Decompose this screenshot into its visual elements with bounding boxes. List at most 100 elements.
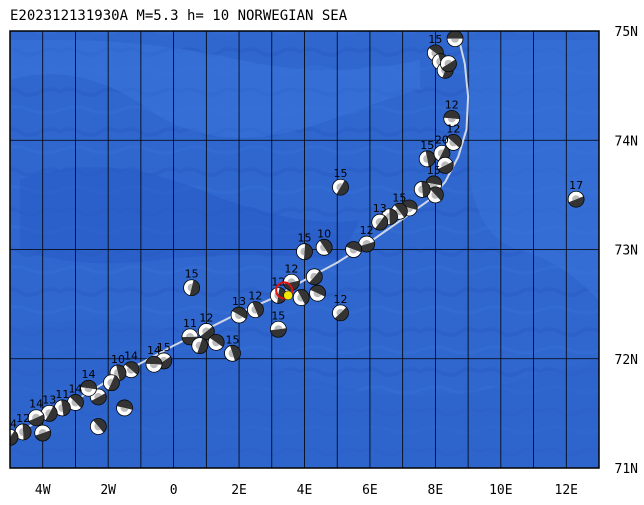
event-beachball[interactable]: 14 — [27, 398, 45, 427]
event-beachball[interactable]: 12 — [443, 98, 461, 127]
event-beachball[interactable]: 15 — [332, 167, 349, 196]
event-beachball[interactable]: 14 — [2, 417, 19, 446]
event-beachball[interactable]: 13 — [230, 295, 248, 324]
event-beachball[interactable] — [345, 241, 362, 258]
event-depth-label: 12 — [248, 290, 262, 303]
event-depth-label: 15 — [427, 164, 441, 177]
event-beachball[interactable]: 12 — [332, 293, 349, 322]
event-beachball[interactable]: 14 — [446, 19, 464, 48]
event-beachball[interactable] — [103, 374, 120, 392]
event-beachball[interactable]: 12 — [247, 290, 264, 318]
event-beachball[interactable] — [413, 181, 431, 198]
seafloor-shade-west — [10, 40, 424, 138]
event-beachball[interactable]: 15 — [296, 232, 313, 261]
event-beachball[interactable] — [207, 333, 225, 351]
event-beachball[interactable]: 14 — [80, 368, 97, 397]
latitude-tick-label: 75N — [615, 25, 638, 40]
longitude-tick-label: 10E — [489, 483, 512, 498]
event-depth-label: 15 — [157, 341, 171, 354]
event-beachball[interactable] — [116, 399, 133, 417]
axis-ticks: 4W 2W 0 2E 4E 6E 8E 10E 12E 75N 74N 73N 72N 71N — [35, 25, 638, 498]
latitude-tick-label: 71N — [615, 462, 638, 477]
event-depth-label: 13 — [232, 295, 246, 308]
event-depth-label: 13 — [373, 202, 387, 215]
event-beachball[interactable] — [34, 424, 52, 442]
event-depth-label: 12 — [199, 311, 213, 324]
map-border — [9, 30, 600, 469]
event-depth-label: 12 — [446, 122, 460, 135]
event-depth-label: 14 — [68, 382, 82, 395]
event-beachball[interactable]: 15 — [418, 139, 436, 168]
event-beachball[interactable]: 12 — [283, 262, 300, 291]
event-depth-label: 12 — [445, 98, 459, 111]
event-depth-label: 14 — [147, 344, 161, 357]
event-depth-label: 14 — [82, 368, 96, 381]
event-depth-label: 14 — [448, 19, 462, 32]
mainshock-ring — [275, 281, 294, 300]
longitude-tick-label: 0 — [170, 483, 178, 498]
event-beachball[interactable]: 12 — [269, 275, 287, 304]
event-beachball[interactable]: 13 — [40, 393, 58, 422]
event-depth-label: 12 — [360, 224, 374, 237]
event-beachball[interactable] — [440, 55, 457, 73]
event-beachball[interactable]: 10 — [315, 227, 333, 256]
longitude-tick-label: 2W — [100, 483, 116, 498]
event-depth-label: 12 — [333, 293, 347, 306]
event-depth-label: 13 — [42, 393, 56, 406]
event-beachball[interactable]: 15 — [269, 309, 287, 338]
event-beachball[interactable]: 12 — [358, 224, 376, 253]
event-depth-label: 14 — [3, 417, 17, 430]
event-depth-label: 12 — [284, 262, 298, 275]
event-beachball[interactable] — [191, 337, 209, 355]
event-depth-label: 11 — [183, 317, 197, 330]
latitude-tick-label: 72N — [615, 353, 638, 368]
event-beachball[interactable]: 17 — [567, 179, 585, 208]
event-depth-label: 12 — [271, 275, 285, 288]
event-beachball[interactable] — [292, 289, 310, 306]
event-depth-label: 15 — [420, 139, 434, 152]
event-depth-label: 15 — [226, 333, 240, 346]
event-depth-label: 20 — [435, 133, 449, 146]
event-beachball[interactable]: 14 — [145, 344, 163, 373]
event-depth-label: 15 — [392, 191, 406, 204]
event-beachball[interactable]: 20 — [433, 133, 451, 162]
event-depth-label: 15 — [271, 309, 285, 322]
map-title: E202312131930A M=5.3 h= 10 NORWEGIAN SEA — [10, 8, 348, 24]
event-beachball[interactable]: 15 — [224, 333, 241, 362]
event-beachball[interactable]: 13 — [371, 202, 389, 231]
event-depth-label: 15 — [185, 268, 199, 281]
event-beachball[interactable] — [426, 186, 444, 204]
event-beachball[interactable] — [436, 156, 454, 174]
event-depth-label: 14 — [29, 398, 43, 411]
event-beachball[interactable]: 14 — [67, 382, 84, 411]
event-depth-label: 10 — [111, 353, 125, 366]
event-beachball[interactable]: 11 — [53, 388, 71, 417]
seafloor-shade-mid — [20, 167, 360, 264]
event-depth-label: 10 — [317, 227, 331, 240]
longitude-tick-label: 4W — [35, 483, 51, 498]
event-depth-label: 15 — [428, 33, 442, 46]
longitude-tick-label: 8E — [428, 483, 444, 498]
seafloor-shade-east — [470, 40, 599, 300]
latitude-tick-label: 73N — [615, 244, 638, 259]
event-depth-label: 12 — [16, 412, 30, 425]
longitude-tick-label: 2E — [231, 483, 247, 498]
mainshock-epicenter-dot[interactable] — [283, 290, 293, 301]
event-beachball[interactable]: 14 — [122, 350, 140, 379]
event-depth-label: 14 — [124, 350, 138, 363]
event-depth-label: 15 — [298, 232, 312, 245]
event-beachball[interactable] — [305, 268, 323, 286]
mainshock-marker — [275, 281, 294, 301]
event-depth-label: 15 — [333, 167, 347, 180]
event-beachball[interactable] — [309, 284, 326, 302]
longitude-tick-label: 6E — [362, 483, 378, 498]
event-beachball[interactable]: 12 — [444, 122, 462, 151]
event-beachball[interactable] — [89, 418, 107, 435]
event-depth-label: 11 — [55, 388, 69, 401]
longitude-tick-label: 4E — [297, 483, 313, 498]
event-beachball[interactable]: 15 — [183, 268, 201, 297]
longitude-tick-label: 12E — [555, 483, 578, 498]
